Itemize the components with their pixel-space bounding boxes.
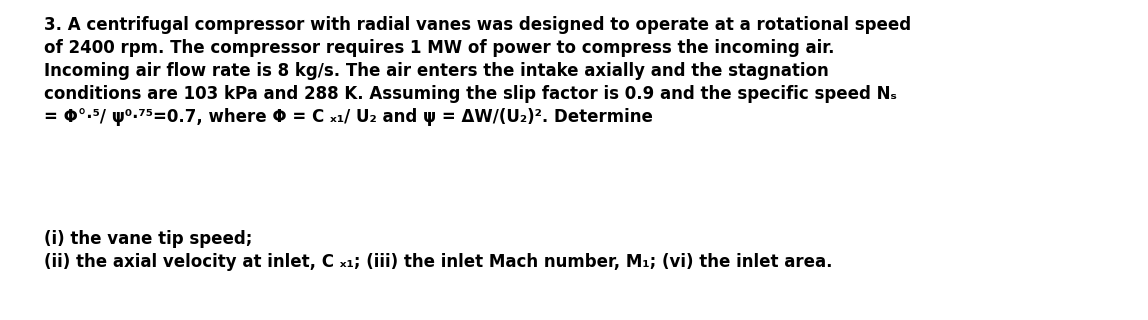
Text: (i) the vane tip speed;
(ii) the axial velocity at inlet, C ₓ₁; (iii) the inlet : (i) the vane tip speed; (ii) the axial v… [44,230,832,271]
Text: 3. A centrifugal compressor with radial vanes was designed to operate at a rotat: 3. A centrifugal compressor with radial … [44,16,910,126]
